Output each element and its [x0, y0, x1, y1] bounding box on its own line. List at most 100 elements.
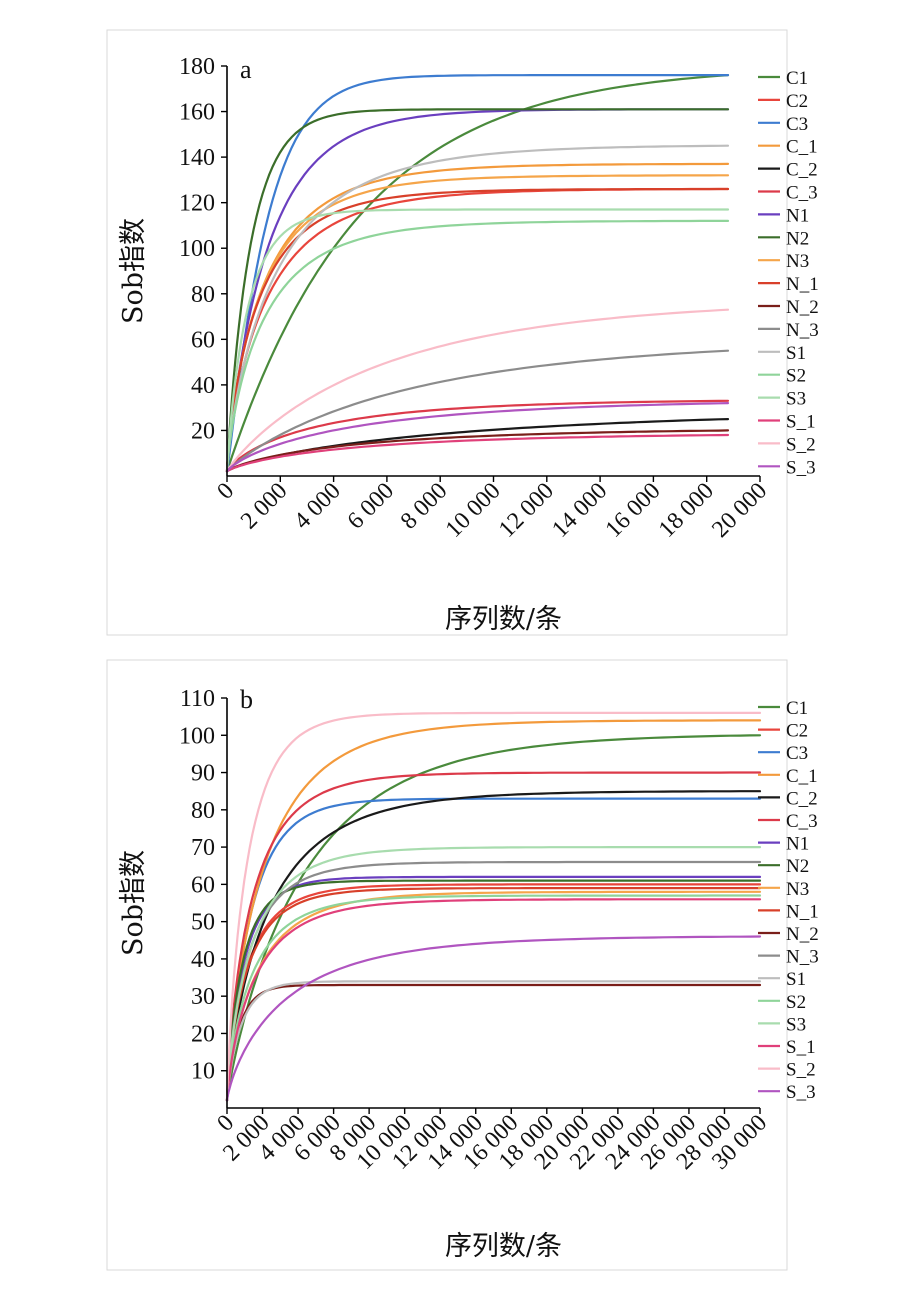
legend-label: S2	[786, 366, 806, 387]
series-line-n1	[225, 875, 762, 1102]
panel-b-frame	[106, 659, 788, 1271]
panel-label: b	[240, 685, 253, 714]
series-line-c-2	[225, 790, 762, 1102]
x-tick-label: 2 000	[236, 478, 293, 535]
legend-label: S_1	[786, 1037, 816, 1058]
legend-label: C3	[786, 743, 808, 764]
series-line-s2	[225, 219, 730, 473]
legend-label: C2	[786, 721, 808, 742]
y-tick-label: 160	[179, 100, 215, 126]
y-tick-label: 80	[191, 282, 215, 308]
x-tick-label: 16 000	[601, 478, 666, 543]
y-tick-label: 30	[191, 984, 215, 1010]
legend-label: N2	[786, 228, 809, 249]
series-line-s-1	[225, 898, 762, 1102]
series-line-s3	[225, 845, 762, 1102]
panel-label: a	[240, 55, 252, 84]
y-tick-label: 40	[191, 947, 215, 973]
legend-label: S_3	[786, 457, 816, 478]
legend-label: C_2	[786, 160, 818, 181]
legend-label: C3	[786, 114, 808, 135]
y-tick-label: 10	[191, 1059, 215, 1085]
y-tick-label: 110	[180, 686, 215, 712]
legend-label: N2	[786, 856, 809, 877]
y-tick-label: 20	[191, 418, 215, 444]
legend-label: N3	[786, 251, 809, 272]
y-tick-label: 180	[179, 54, 215, 80]
y-tick-label: 100	[179, 236, 215, 262]
x-tick-label: 12 000	[494, 478, 559, 543]
series-line-n2	[225, 108, 730, 473]
y-tick-label: 20	[191, 1021, 215, 1047]
legend-label: C_3	[786, 183, 818, 204]
series-line-s-2	[225, 711, 762, 1102]
y-tick-label: 50	[191, 910, 215, 936]
x-axis-title: 序列数/条	[445, 604, 562, 635]
legend-label: S_2	[786, 1060, 816, 1081]
y-tick-label: 60	[191, 327, 215, 353]
x-tick-label: 14 000	[547, 478, 612, 543]
legend-label: S_1	[786, 412, 816, 433]
series-line-c1	[225, 734, 762, 1102]
series-line-s2	[225, 894, 762, 1102]
legend-label: N_2	[786, 297, 819, 318]
y-axis-title: Sob指数	[118, 218, 149, 324]
legend-label: C_1	[786, 766, 818, 787]
series-line-n-1	[225, 187, 730, 473]
series-line-n3	[225, 174, 730, 473]
series-line-n2	[225, 879, 762, 1102]
legend-label: N_1	[786, 901, 819, 922]
x-tick-label: 4 000	[289, 478, 346, 535]
series-line-n-2	[225, 983, 762, 1102]
y-tick-label: 140	[179, 145, 215, 171]
legend-label: C1	[786, 68, 808, 89]
legend-label: N_2	[786, 924, 819, 945]
legend-label: N_3	[786, 947, 819, 968]
y-tick-label: 70	[191, 835, 215, 861]
legend-label: C2	[786, 91, 808, 112]
series-line-s-3	[225, 402, 730, 473]
series-line-s1	[225, 144, 730, 473]
legend-label: N1	[786, 834, 809, 855]
series-line-c1	[225, 73, 730, 473]
series-line-n-3	[225, 349, 730, 473]
series-line-c-2	[225, 418, 730, 473]
series-line-s-2	[225, 308, 730, 473]
legend-label: C1	[786, 698, 808, 719]
legend-label: S3	[786, 1014, 806, 1035]
y-axis-title: Sob指数	[118, 850, 149, 956]
series-line-s3	[225, 208, 730, 473]
series-line-c3	[225, 797, 762, 1102]
y-tick-label: 120	[179, 191, 215, 217]
legend-label: N_3	[786, 320, 819, 341]
series-line-s1	[225, 980, 762, 1102]
legend-label: S3	[786, 389, 806, 410]
legend-label: S2	[786, 992, 806, 1013]
legend-label: S_2	[786, 434, 816, 455]
series-line-s-1	[225, 433, 730, 473]
y-tick-label: 100	[179, 723, 215, 749]
y-tick-label: 80	[191, 798, 215, 824]
legend-label: S1	[786, 969, 806, 990]
series-line-n-1	[225, 886, 762, 1102]
y-tick-label: 90	[191, 761, 215, 787]
x-axis-title: 序列数/条	[445, 1231, 562, 1262]
panel-a-frame	[106, 29, 788, 636]
legend-label: C_3	[786, 811, 818, 832]
y-tick-label: 40	[191, 373, 215, 399]
x-tick-label: 18 000	[654, 478, 719, 543]
x-tick-label: 6 000	[343, 478, 400, 535]
series-line-s-3	[225, 935, 762, 1102]
x-tick-label: 10 000	[441, 478, 506, 543]
series-line-c-1	[225, 719, 762, 1102]
legend-label: S_3	[786, 1082, 816, 1103]
y-tick-label: 60	[191, 872, 215, 898]
legend-label: N_1	[786, 274, 819, 295]
legend-label: N1	[786, 205, 809, 226]
legend-label: S1	[786, 343, 806, 364]
x-tick-label: 20 000	[707, 478, 772, 543]
legend-label: C_1	[786, 137, 818, 158]
